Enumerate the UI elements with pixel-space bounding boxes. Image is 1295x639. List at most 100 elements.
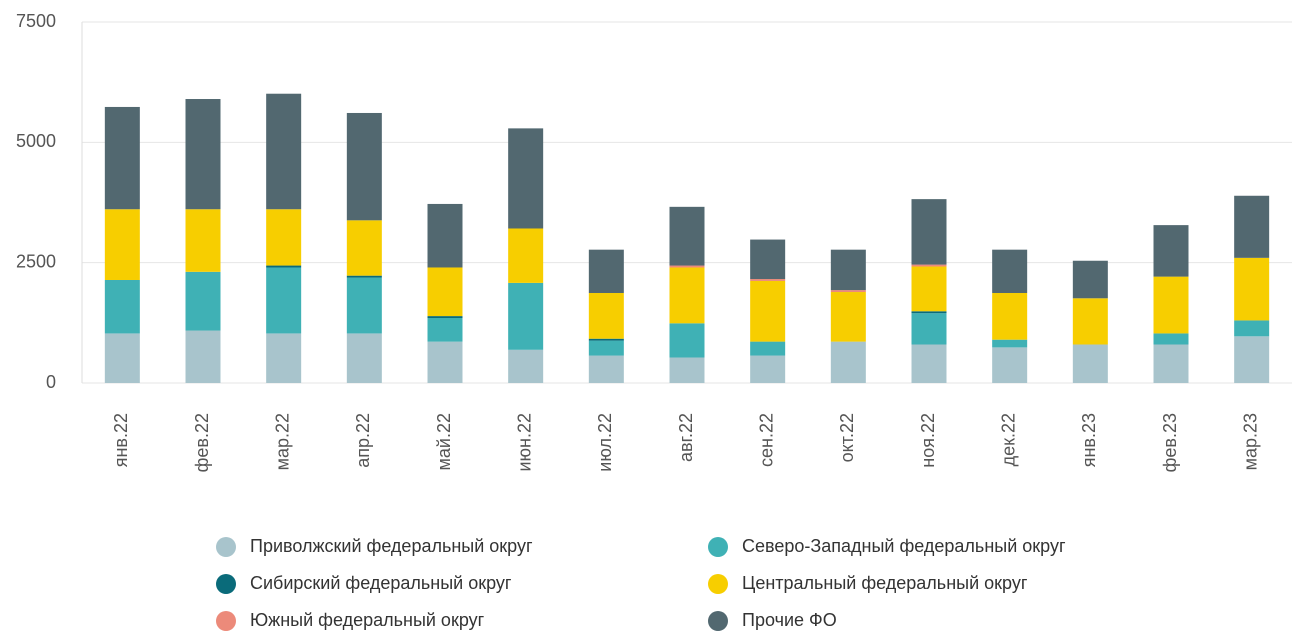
bar-segment [992, 249, 1028, 293]
bar-segment [266, 265, 302, 268]
bar-segment [508, 349, 544, 383]
bar-segment [830, 249, 866, 291]
x-tick-label: май.22 [434, 413, 454, 470]
legend-label: Северо-Западный федеральный округ [742, 536, 1066, 556]
bar-segment [1234, 257, 1270, 321]
bar-segment [588, 340, 624, 356]
x-tick-label: фев.22 [192, 413, 212, 472]
bar-segment [992, 339, 1028, 348]
bar-segment [1153, 225, 1189, 277]
x-tick-label: июн.22 [514, 413, 534, 472]
bar-segment [508, 282, 544, 350]
bar-segment [750, 341, 786, 356]
bar-segment [508, 228, 544, 283]
bar-segment [992, 292, 1028, 340]
x-tick-label: июл.22 [595, 413, 615, 472]
legend: Приволжский федеральный округ Северо-Запа… [216, 536, 1066, 631]
bar-segment [669, 265, 705, 268]
x-tick-label: фев.23 [1160, 413, 1180, 472]
bar-segment [1234, 336, 1270, 383]
x-tick-label: ноя.22 [918, 413, 938, 468]
bar-segment [1153, 333, 1189, 345]
bar-segment [1072, 260, 1108, 299]
legend-label: Центральный федеральный округ [742, 573, 1028, 593]
x-tick-label: авг.22 [676, 413, 696, 462]
bar-segment [911, 313, 947, 345]
bar-segment [830, 341, 866, 383]
bar-segment [508, 128, 544, 229]
bar-segment [750, 280, 786, 342]
legend-swatch [708, 611, 728, 631]
bar-segment [830, 290, 866, 293]
x-tick-label: мар.23 [1240, 413, 1260, 470]
bar-segment [750, 355, 786, 383]
bar-segment [266, 333, 302, 383]
y-tick-label: 7500 [16, 11, 56, 31]
bar-segment [185, 330, 221, 383]
bar-segment [346, 277, 382, 334]
legend-swatch [216, 611, 236, 631]
y-tick-label: 0 [46, 372, 56, 392]
bar-segment [104, 209, 140, 280]
legend-swatch [216, 574, 236, 594]
bar-segment [427, 267, 463, 317]
bar-segment [669, 267, 705, 324]
bar-segment [346, 112, 382, 221]
bar-segment [1234, 195, 1270, 258]
bar-segment [669, 206, 705, 266]
bar-segment [104, 106, 140, 210]
legend-swatch [708, 574, 728, 594]
bar-segment [669, 323, 705, 358]
bar-segment [911, 264, 947, 267]
x-tick-label: окт.22 [837, 413, 857, 462]
bar-segment [588, 292, 624, 339]
bar-segment [427, 341, 463, 383]
bar-segment [911, 344, 947, 383]
bar-segment [346, 333, 382, 383]
bar-segment [750, 239, 786, 280]
bar-segment [1153, 276, 1189, 334]
x-tick-label: апр.22 [353, 413, 373, 468]
bar-segment [104, 333, 140, 383]
bar-segment [185, 99, 221, 210]
bar-segment [1072, 298, 1108, 345]
bar-segment [346, 220, 382, 276]
legend-swatch [216, 537, 236, 557]
bar-segment [266, 93, 302, 210]
bar-segment [911, 199, 947, 265]
bar-segment [588, 249, 624, 293]
bar-segment [266, 267, 302, 334]
bar-segment [1072, 344, 1108, 383]
legend-label: Приволжский федеральный округ [250, 536, 533, 556]
x-tick-label: мар.22 [272, 413, 292, 470]
bar-segment [346, 275, 382, 278]
bar-segment [911, 311, 947, 314]
bar-segment [669, 357, 705, 383]
y-tick-label: 5000 [16, 131, 56, 151]
y-tick-label: 2500 [16, 251, 56, 271]
x-tick-label: дек.22 [998, 413, 1018, 466]
bar-segment [588, 355, 624, 383]
bar-segment [830, 292, 866, 342]
legend-label: Сибирский федеральный округ [250, 573, 512, 593]
legend-label: Южный федеральный округ [250, 610, 485, 630]
bar-segment [266, 209, 302, 266]
x-tick-label: янв.23 [1079, 413, 1099, 467]
bar-segment [750, 279, 786, 281]
bar-segment [427, 318, 463, 342]
bar-segment [427, 316, 463, 319]
bar-segment [104, 279, 140, 334]
legend-swatch [708, 537, 728, 557]
bar-segment [588, 338, 624, 341]
bar-segment [1234, 320, 1270, 337]
legend-label: Прочие ФО [742, 610, 837, 630]
bar-segment [427, 203, 463, 268]
x-tick-label: сен.22 [756, 413, 776, 467]
bar-segment [1153, 344, 1189, 383]
bar-segment [992, 347, 1028, 383]
x-tick-label: янв.22 [111, 413, 131, 467]
bar-segment [911, 266, 947, 312]
bar-segment [185, 271, 221, 331]
bar-segment [185, 209, 221, 272]
